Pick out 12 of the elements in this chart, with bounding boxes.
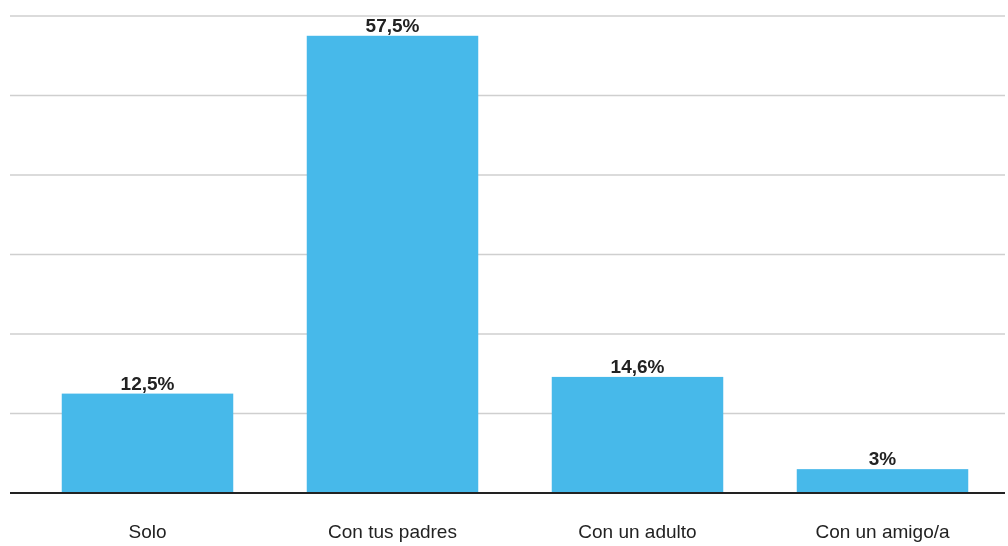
bar <box>551 376 724 493</box>
data-label: 14,6% <box>610 355 665 377</box>
data-label: 57,5% <box>365 14 420 36</box>
bar <box>796 469 969 493</box>
x-tick-label: Solo <box>128 521 167 542</box>
data-label: 3% <box>868 448 897 470</box>
x-tick-label: Con tus padres <box>328 521 457 542</box>
x-tick-label: Con un adulto <box>578 521 697 542</box>
bar <box>61 393 234 493</box>
data-label: 12,5% <box>120 372 175 394</box>
x-tick-label: Con un amigo/a <box>815 521 950 542</box>
bar <box>306 35 479 493</box>
